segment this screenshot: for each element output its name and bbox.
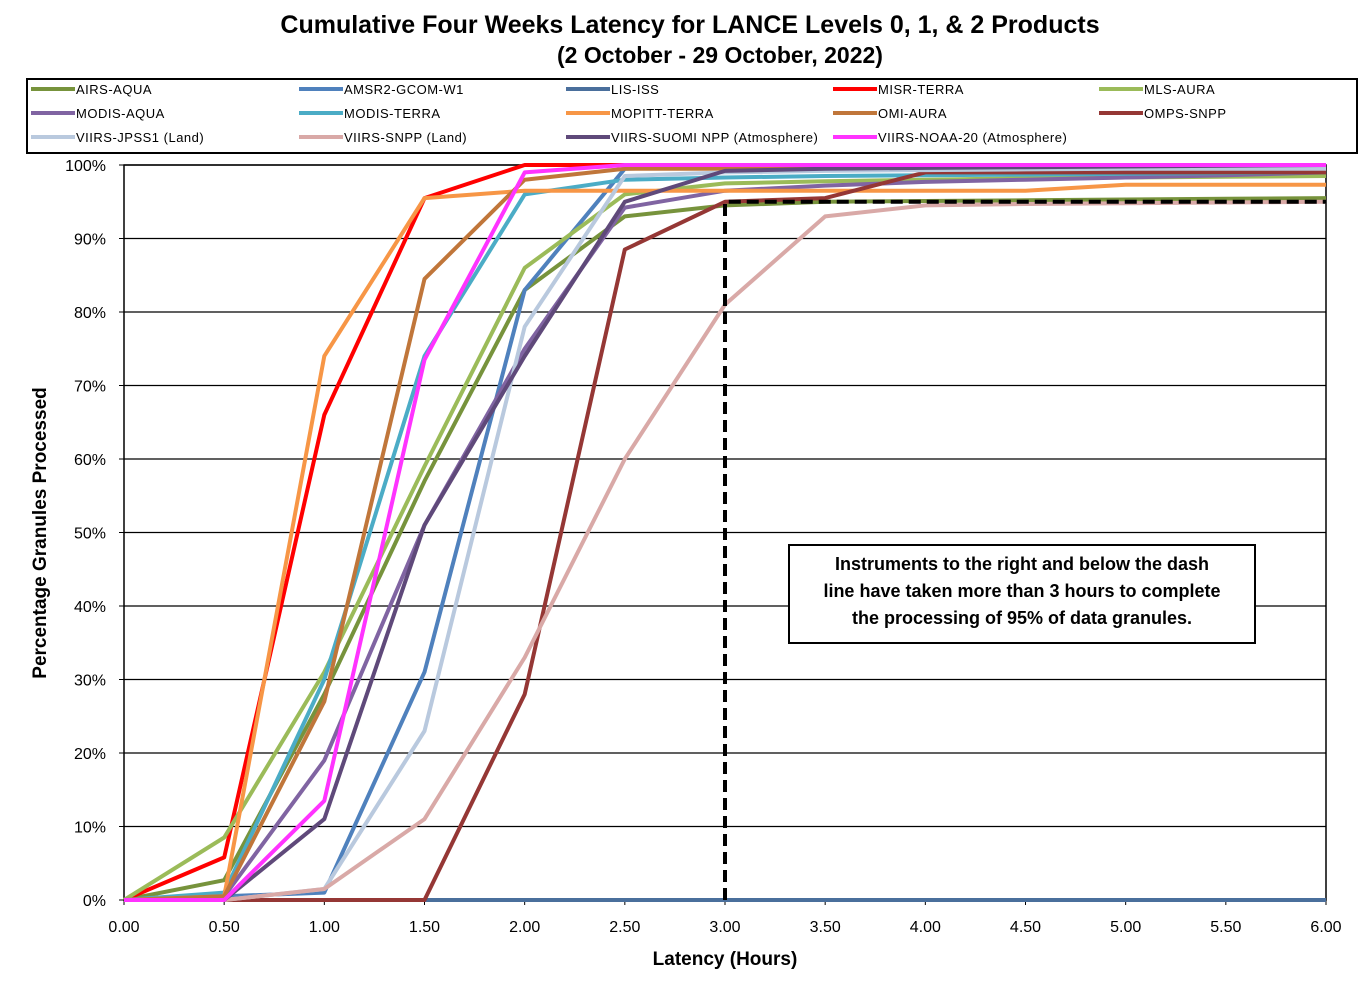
annotation-line-2: line have taken more than 3 hours to com… [823,581,1220,601]
y-tick-label: 10% [74,820,106,837]
x-tick-label: 4.50 [1010,919,1041,936]
y-tick-label: 40% [74,599,106,616]
y-tick-label: 100% [65,158,106,175]
x-tick-label: 2.00 [509,919,540,936]
legend-label-modis-aqua: MODIS-AQUA [76,106,165,121]
chart-title: Cumulative Four Weeks Latency for LANCE … [280,11,1099,39]
threshold-dash-line [723,199,1326,900]
legend-label-airs-aqua: AIRS-AQUA [76,82,152,97]
y-tick-label: 60% [74,452,106,469]
legend-label-mls-aura: MLS-AURA [1144,82,1215,97]
x-tick-label: 3.00 [709,919,740,936]
x-axis-label: Latency (Hours) [653,949,798,970]
y-axis-ticks: 0% 10% 20% 30% 40% 50% 60% 70% 80% 90% 100% [65,158,124,910]
x-tick-label: 0.00 [108,919,139,936]
legend-label-amsr2-gcom-w1: AMSR2-GCOM-W1 [344,82,464,97]
y-tick-label: 50% [74,526,106,543]
x-tick-label: 0.50 [209,919,240,936]
legend-label-viirs-jpss1-land: VIIRS-JPSS1 (Land) [76,130,204,145]
x-axis-ticks: 0.00 0.50 1.00 1.50 2.00 2.50 3.00 3.50 4.00 4.50… [108,900,1342,936]
threshold-line [723,199,1326,900]
legend-label-viirs-noaa-20-atmosphere: VIIRS-NOAA-20 (Atmosphere) [878,130,1067,145]
legend-label-misr-terra: MISR-TERRA [878,82,964,97]
x-tick-label: 4.00 [910,919,941,936]
x-tick-label: 2.50 [609,919,640,936]
series-line-viirs-noaa-20-atmosphere [124,163,1326,902]
legend-label-omps-snpp: OMPS-SNPP [1144,106,1227,121]
y-tick-label: 30% [74,673,106,690]
legend-label-viirs-suomi-npp-atmosphere: VIIRS-SUOMI NPP (Atmosphere) [611,130,818,145]
chart-subtitle: (2 October - 29 October, 2022) [557,42,883,68]
series-line-mopitt-terra [123,182,1326,902]
y-tick-label: 80% [74,305,106,322]
legend-label-modis-terra: MODIS-TERRA [344,106,441,121]
annotation-line-3: the processing of 95% of data granules. [852,608,1192,628]
x-tick-label: 5.00 [1110,919,1141,936]
y-tick-label: 0% [83,893,106,910]
x-tick-label: 1.00 [309,919,340,936]
y-axis-label: Percentage Granules Processed [30,387,51,678]
y-tick-label: 90% [74,232,106,249]
annotation-box [788,544,1256,644]
legend-label-lis-iss: LIS-ISS [611,82,659,97]
y-tick-label: 70% [74,379,106,396]
legend-label-mopitt-terra: MOPITT-TERRA [611,106,714,121]
legend-label-omi-aura: OMI-AURA [878,106,947,121]
series-line-omps-snpp [124,170,1326,902]
x-tick-label: 5.50 [1210,919,1241,936]
legend: AIRS-AQUA AMSR2-GCOM-W1 LIS-ISS MISR-TERRA M… [31,82,1227,145]
x-tick-label: 6.00 [1310,919,1341,936]
annotation-line-1: Instruments to the right and below the d… [835,554,1209,574]
legend-label-viirs-snpp-land: VIIRS-SNPP (Land) [344,130,467,145]
x-tick-label: 1.50 [409,919,440,936]
y-tick-label: 20% [74,746,106,763]
legend-box [26,78,1358,154]
x-tick-label: 3.50 [810,919,841,936]
